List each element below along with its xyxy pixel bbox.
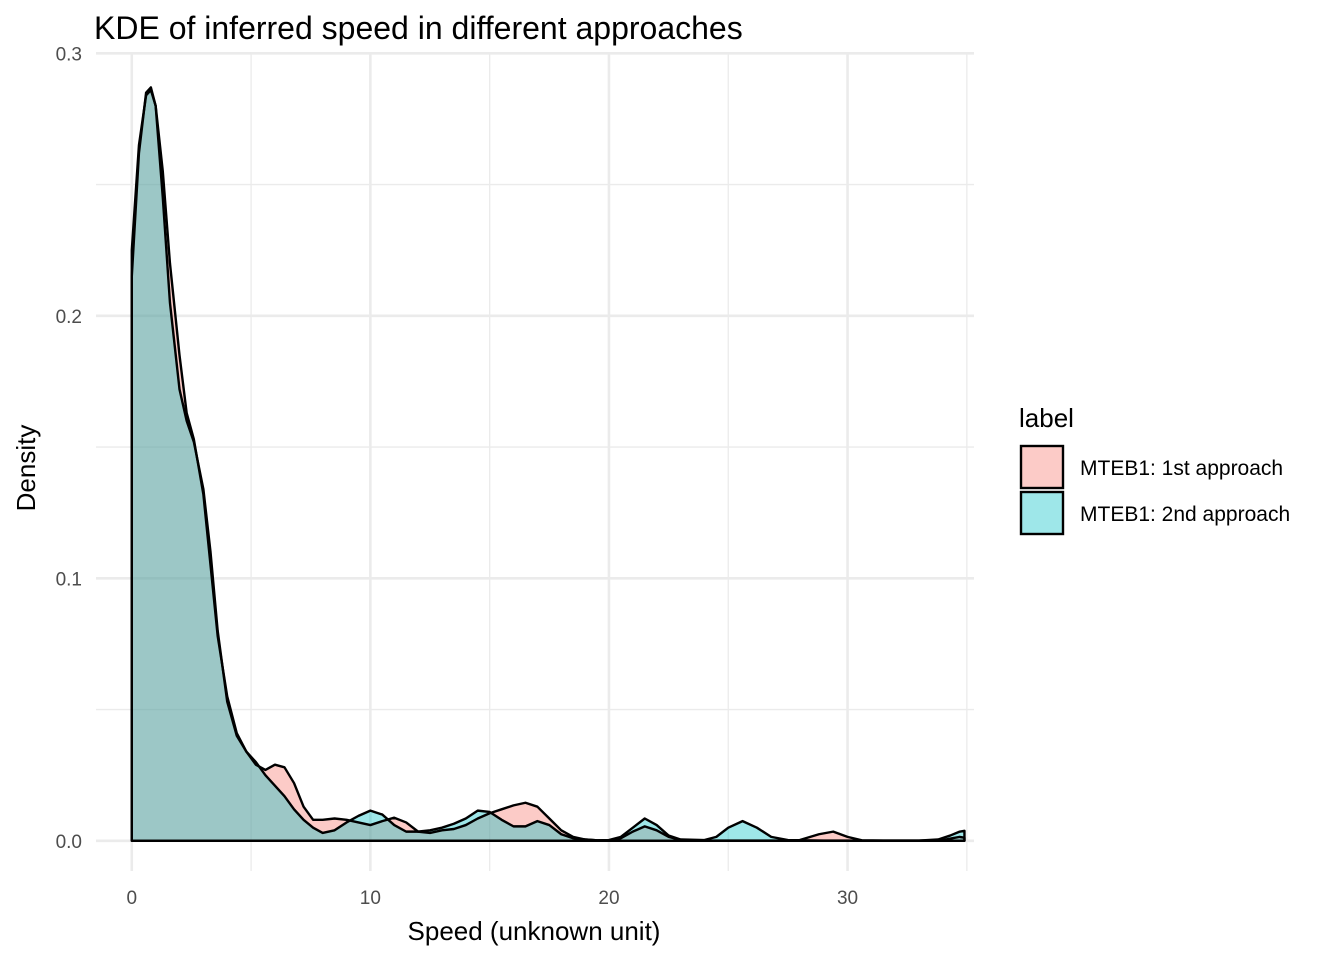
- density-area: [131, 90, 965, 841]
- legend: label MTEB1: 1st approach MTEB1: 2nd appr…: [1019, 403, 1290, 536]
- grid-lines: [96, 52, 974, 871]
- legend-label: MTEB1: 2nd approach: [1080, 503, 1290, 526]
- density-areas: [130, 86, 966, 843]
- x-axis-ticks: 0 10 20 30: [126, 888, 858, 909]
- legend-swatch: [1019, 444, 1065, 490]
- x-tick-label: 30: [837, 888, 858, 909]
- legend-label: MTEB1: 1st approach: [1080, 457, 1283, 480]
- y-axis-ticks: 0.0 0.1 0.2 0.3: [56, 44, 82, 853]
- density-area: [131, 87, 965, 841]
- density-outline: [130, 86, 966, 843]
- y-axis-title: Density: [11, 425, 41, 512]
- legend-swatch: [1019, 490, 1065, 536]
- x-axis-title: Speed (unknown unit): [408, 916, 661, 946]
- y-tick-label: 0.3: [56, 44, 82, 65]
- legend-title: label: [1019, 403, 1074, 433]
- y-tick-label: 0.2: [56, 307, 82, 328]
- x-tick-label: 20: [598, 888, 619, 909]
- legend-item: MTEB1: 1st approach: [1019, 444, 1283, 490]
- x-tick-label: 0: [126, 888, 137, 909]
- y-tick-label: 0.1: [56, 569, 82, 590]
- legend-item: MTEB1: 2nd approach: [1019, 490, 1290, 536]
- chart-title: KDE of inferred speed in different appro…: [94, 10, 743, 46]
- y-tick-label: 0.0: [56, 832, 82, 853]
- x-tick-label: 10: [360, 888, 381, 909]
- density-outline: [130, 88, 966, 843]
